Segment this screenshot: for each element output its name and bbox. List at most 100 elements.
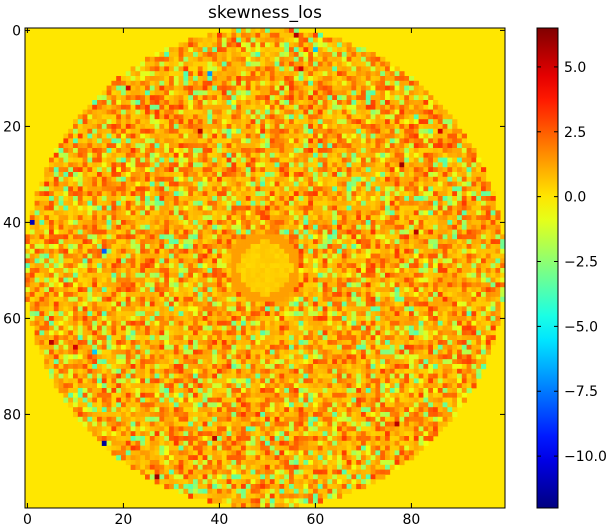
heatmap-cell [442, 282, 448, 288]
heatmap-cell [106, 133, 112, 139]
heatmap-cell [226, 220, 232, 226]
heatmap-cell [442, 224, 448, 230]
heatmap-cell [284, 258, 290, 264]
heatmap-cell [442, 114, 448, 120]
heatmap-cell [317, 248, 323, 254]
heatmap-cell [317, 32, 323, 38]
heatmap-cell [125, 306, 131, 312]
heatmap-cell [169, 253, 175, 259]
heatmap-cell [389, 287, 395, 293]
heatmap-cell [260, 119, 266, 125]
heatmap-cell [385, 272, 391, 278]
heatmap-cell [39, 248, 45, 254]
heatmap-cell [250, 119, 256, 125]
heatmap-cell [169, 311, 175, 317]
heatmap-cell [370, 244, 376, 250]
heatmap-cell [221, 124, 227, 130]
heatmap-cell [111, 205, 117, 211]
heatmap-cell [303, 109, 309, 115]
heatmap-cell [361, 224, 367, 230]
heatmap-cell [485, 263, 491, 269]
heatmap-cell [461, 215, 467, 221]
heatmap-cell [308, 143, 314, 149]
heatmap-cell [241, 28, 247, 34]
heatmap-cell [394, 100, 400, 106]
heatmap-cell [245, 277, 251, 283]
heatmap-cell [365, 85, 371, 91]
heatmap-cell [452, 210, 458, 216]
heatmap-cell [231, 282, 237, 288]
heatmap-cell [346, 162, 352, 168]
heatmap-cell [265, 37, 271, 43]
heatmap-cell [116, 128, 122, 134]
heatmap-cell [226, 311, 232, 317]
heatmap-cell [389, 306, 395, 312]
heatmap-cell [476, 215, 482, 221]
heatmap-cell [284, 272, 290, 278]
heatmap-cell [308, 104, 314, 110]
heatmap-cell [260, 95, 266, 101]
heatmap-cell [375, 143, 381, 149]
heatmap-cell [457, 244, 463, 250]
heatmap-cell [154, 292, 160, 298]
heatmap-cell [437, 210, 443, 216]
heatmap-cell [140, 205, 146, 211]
heatmap-cell [341, 258, 347, 264]
heatmap-cell [92, 172, 98, 178]
heatmap-cell [255, 162, 261, 168]
heatmap-cell [370, 172, 376, 178]
heatmap-cell [154, 162, 160, 168]
heatmap-cell [269, 287, 275, 293]
heatmap-cell [25, 268, 31, 274]
heatmap-cell [298, 143, 304, 149]
heatmap-cell [327, 114, 333, 120]
heatmap-cell [380, 248, 386, 254]
heatmap-cell [245, 191, 251, 197]
heatmap-cell [183, 311, 189, 317]
heatmap-cell [173, 253, 179, 259]
heatmap-cell [49, 210, 55, 216]
heatmap-cell [279, 66, 285, 72]
heatmap-cell [356, 119, 362, 125]
heatmap-cell [121, 143, 127, 149]
heatmap-cell [255, 196, 261, 202]
heatmap-cell [298, 229, 304, 235]
heatmap-cell [207, 114, 213, 120]
heatmap-cell [226, 52, 232, 58]
heatmap-cell [265, 229, 271, 235]
heatmap-cell [327, 47, 333, 53]
heatmap-cell [130, 119, 136, 125]
heatmap-cell [188, 282, 194, 288]
heatmap-cell [44, 244, 50, 250]
heatmap-cell [418, 277, 424, 283]
heatmap-cell [457, 253, 463, 259]
heatmap-cell [236, 114, 242, 120]
heatmap-cell [63, 133, 69, 139]
heatmap-cell [327, 148, 333, 154]
heatmap-cell [346, 301, 352, 307]
heatmap-cell [466, 210, 472, 216]
heatmap-cell [380, 253, 386, 259]
heatmap-cell [341, 100, 347, 106]
heatmap-cell [236, 47, 242, 53]
heatmap-cell [169, 316, 175, 322]
heatmap-cell [332, 119, 338, 125]
heatmap-cell [437, 205, 443, 211]
heatmap-cell [337, 253, 343, 259]
heatmap-cell [447, 186, 453, 192]
heatmap-cell [87, 253, 93, 259]
heatmap-cell [255, 253, 261, 259]
heatmap-cell [44, 292, 50, 298]
heatmap-cell [274, 104, 280, 110]
heatmap-cell [457, 268, 463, 274]
heatmap-cell [44, 196, 50, 202]
heatmap-cell [260, 176, 266, 182]
heatmap-cell [265, 244, 271, 250]
heatmap-cell [418, 196, 424, 202]
heatmap-cell [317, 186, 323, 192]
heatmap-cell [125, 277, 131, 283]
heatmap-cell [97, 143, 103, 149]
heatmap-cell [145, 191, 151, 197]
heatmap-cell [193, 234, 199, 240]
heatmap-cell [226, 301, 232, 307]
